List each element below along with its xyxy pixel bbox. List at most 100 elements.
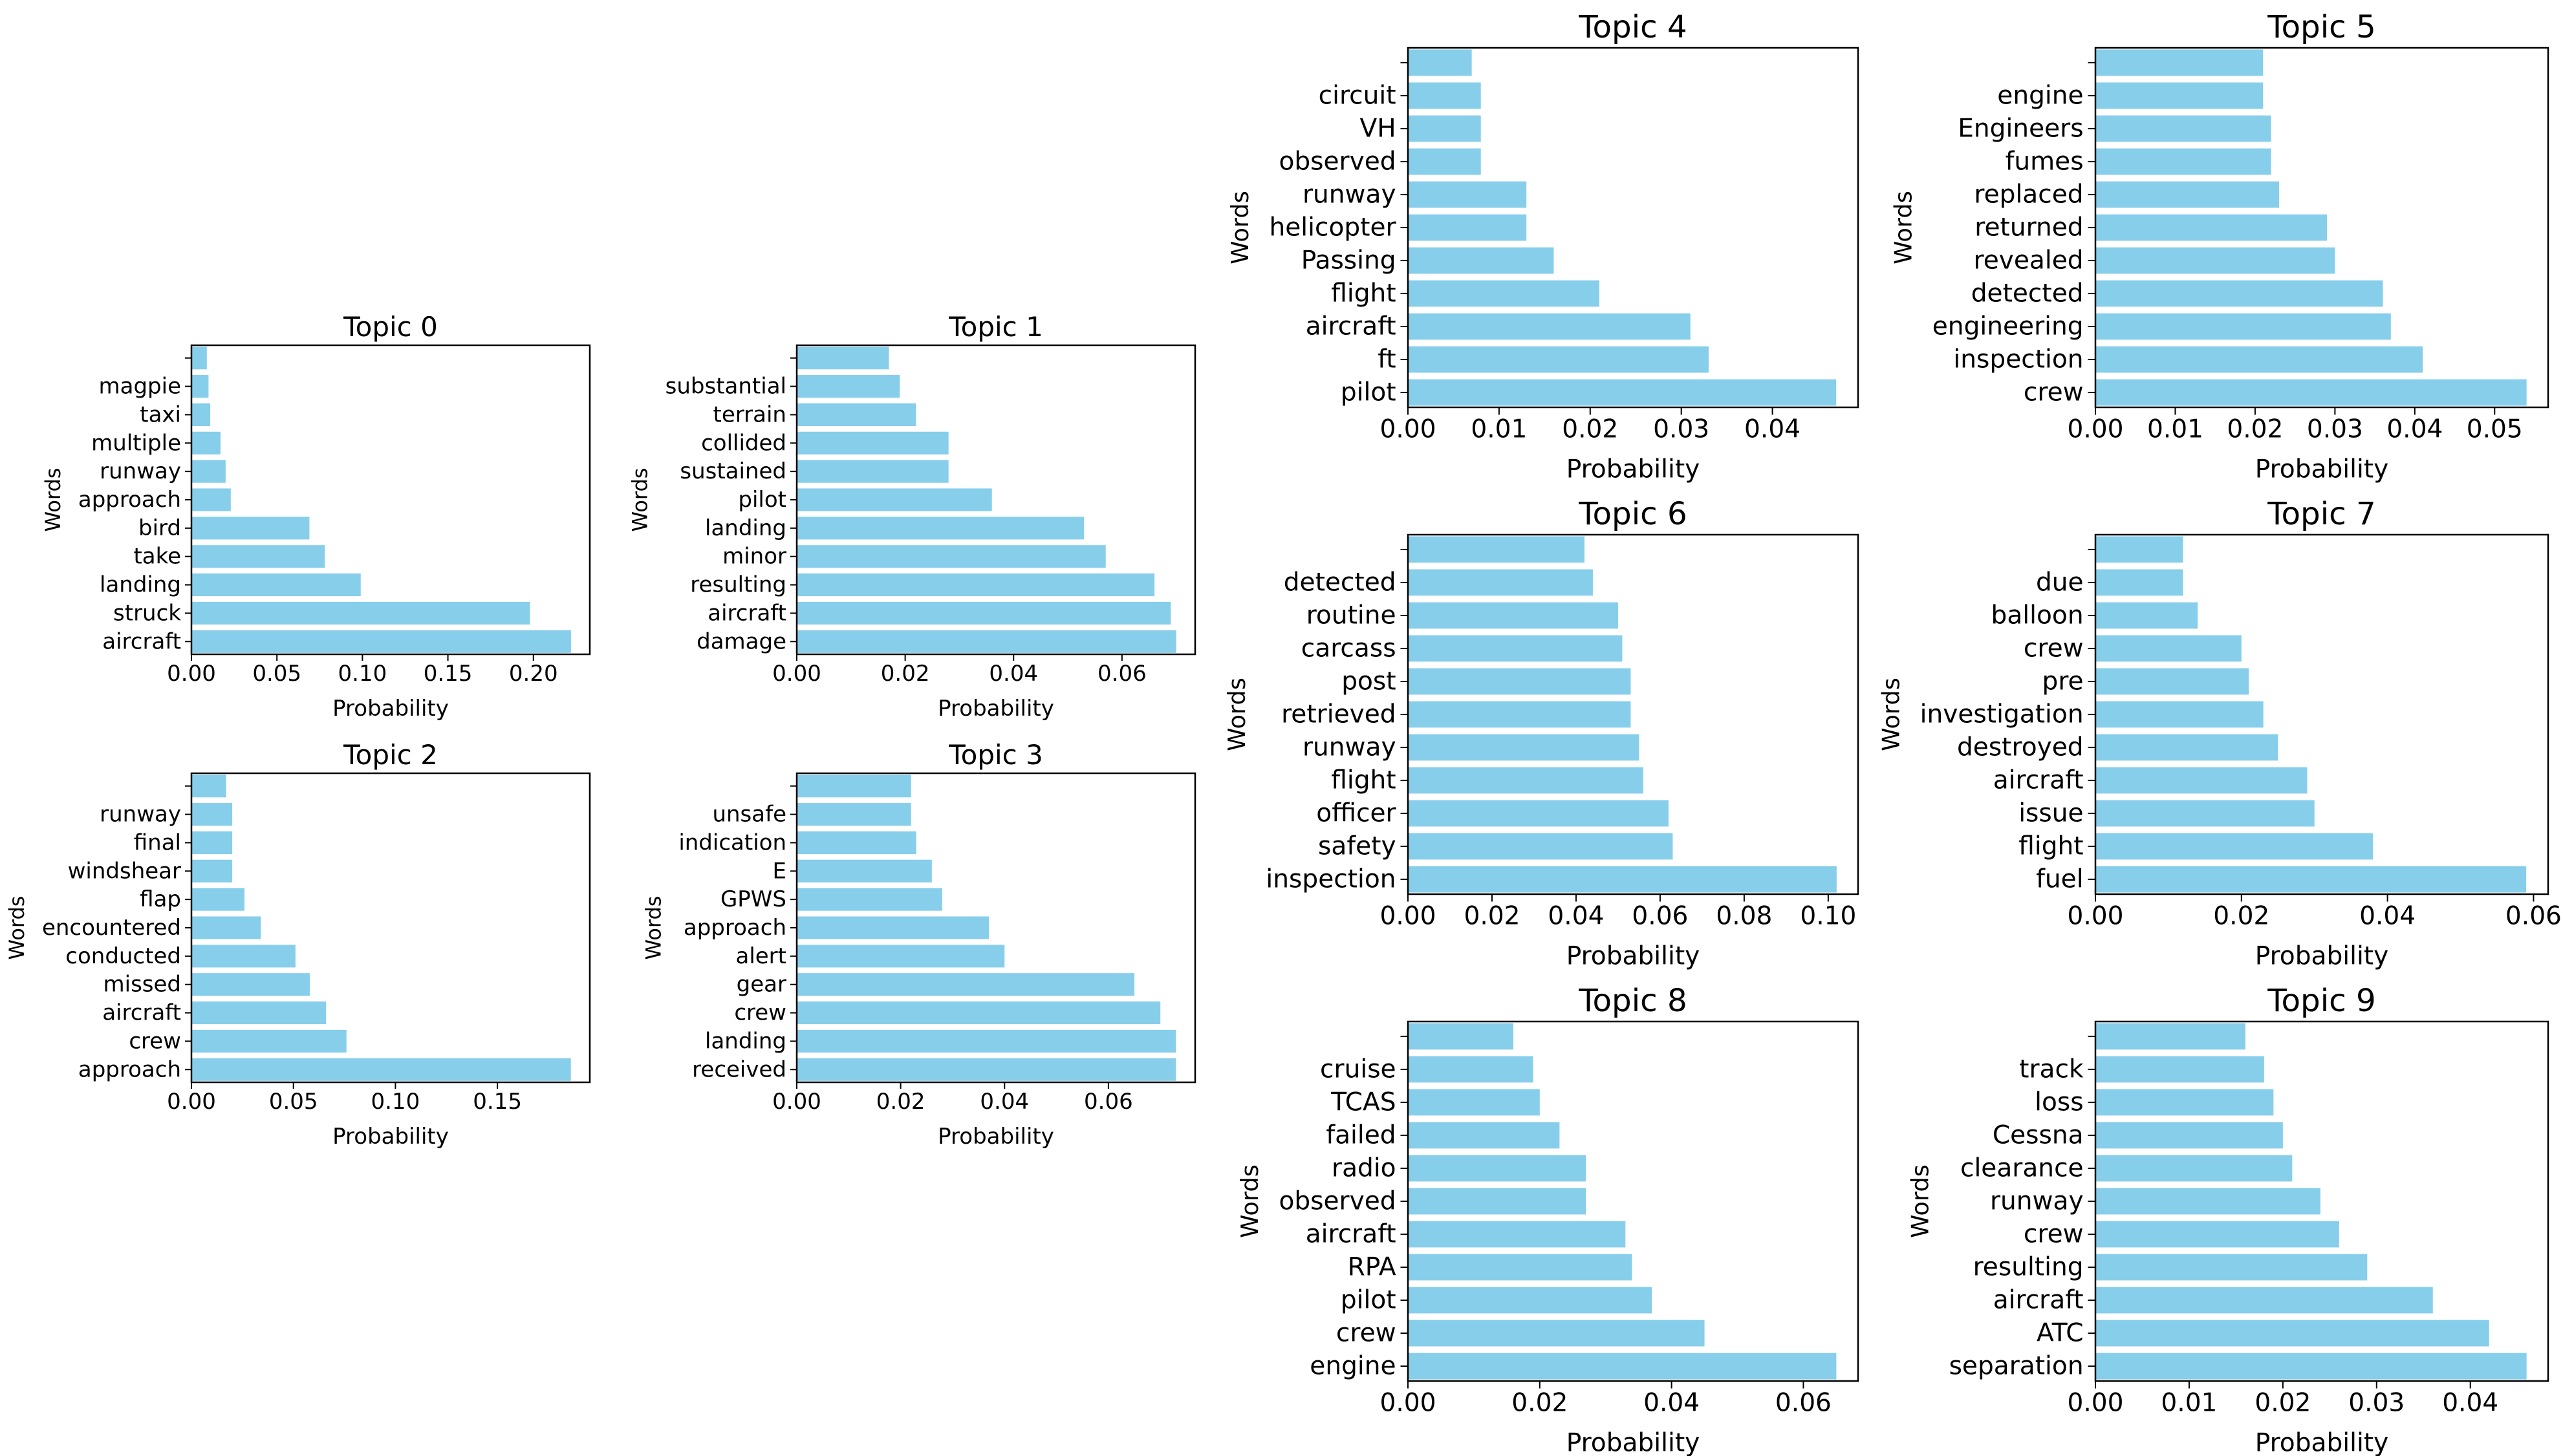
topic-7-bar-1 [2095, 833, 2374, 860]
topic-8-category-label-0: engine [1310, 1352, 1396, 1381]
topic-2-category-label-6: flap [140, 886, 181, 912]
topic-4-category-label-4: Passing [1301, 246, 1396, 275]
topic-1-bar-0 [797, 630, 1176, 653]
topic-1-xtick-label-1: 0.02 [881, 661, 930, 687]
topic-2-bar-6 [191, 888, 245, 911]
topic-0-bar-2 [191, 573, 361, 597]
topic-6-axes-frame [1407, 533, 1859, 895]
topic-6-category-label-6: post [1341, 667, 1396, 696]
topic-9-bar-5 [2095, 1188, 2320, 1215]
topic-7-axes-frame [2094, 533, 2549, 895]
topic-9-category-label-6: clearance [1960, 1153, 2084, 1183]
topic-0-xtick-label-3: 0.15 [424, 661, 473, 687]
topic-8-bar-6 [1408, 1155, 1586, 1182]
topic-9-xtick-label-3: 0.03 [2348, 1388, 2405, 1417]
topic-9-chart: separation ATC aircraft resulting crew runway… [1906, 983, 2549, 1456]
topic-9-bar-6 [2095, 1155, 2293, 1182]
topic-8-category-label-3: RPA [1348, 1253, 1396, 1282]
topic-7-bar-3 [2095, 767, 2308, 794]
topic-9-bar-4 [2095, 1221, 2339, 1248]
topic-4-axes-frame [1407, 47, 1859, 409]
topic-3-bar-2 [797, 1001, 1161, 1025]
topic-5-bar-3 [2095, 280, 2383, 307]
topic-7-xtick-label-1: 0.02 [2213, 901, 2269, 930]
topic-9-xtick-label-0: 0.00 [2067, 1388, 2123, 1417]
topic-9-bar-3 [2095, 1254, 2368, 1281]
topic-8-bar-0 [1408, 1353, 1837, 1380]
topic-4-category-label-7: observed [1279, 147, 1396, 176]
topic-5-xlabel: Probability [2255, 455, 2389, 484]
topic-7-category-label-4: destroyed [1957, 733, 2084, 762]
topic-1-category-label-3: minor [722, 544, 786, 570]
topic-7-bar-8 [2095, 602, 2198, 629]
topic-3-axes-frame [795, 772, 1196, 1084]
topic-1-bar-3 [797, 545, 1106, 568]
topic-6-title: Topic 6 [1578, 496, 1687, 532]
topic-5-title: Topic 5 [2267, 9, 2376, 45]
topic-5-bar-0 [2095, 379, 2527, 406]
topic-2-category-label-2: aircraft [102, 1000, 181, 1026]
topic-9-bar-10 [2095, 1023, 2245, 1050]
topic-7-bar-9 [2095, 569, 2183, 596]
topic-5-xtick-label-5: 0.05 [2467, 414, 2523, 444]
topic-2-bar-4 [191, 945, 296, 968]
topic-8-ylabel: Words [1236, 1164, 1264, 1238]
topic-6-xtick-label-2: 0.04 [1548, 901, 1604, 930]
topic-6-bar-1 [1408, 833, 1673, 860]
topic-8-category-label-5: observed [1279, 1187, 1396, 1216]
topic-1-ylabel: Words [628, 468, 653, 532]
topic-6-xtick-label-0: 0.00 [1379, 901, 1436, 930]
topic-1-category-label-9: substantial [665, 374, 786, 400]
topic-3-category-label-1: landing [705, 1028, 786, 1054]
topic-4-xtick-label-0: 0.00 [1379, 414, 1436, 444]
topic-2-category-label-4: conducted [65, 943, 181, 969]
topic-7-category-label-0: fuel [2036, 865, 2083, 894]
topic-0-category-label-5: approach [78, 487, 181, 513]
topic-4-bar-5 [1408, 214, 1527, 241]
topic-9-category-label-0: separation [1949, 1352, 2084, 1381]
topic-0-category-label-1: struck [113, 600, 181, 626]
topic-2-xtick-label-3: 0.15 [473, 1089, 522, 1115]
topic-0-bar-5 [191, 488, 231, 511]
topic-2-title: Topic 2 [343, 739, 438, 771]
topic-3-bar-1 [797, 1029, 1176, 1053]
topic-1-bar-1 [797, 601, 1171, 625]
topic-8-category-label-6: radio [1332, 1153, 1396, 1183]
topic-9-ylabel: Words [1906, 1164, 1934, 1238]
topic-3-ylabel: Words [641, 896, 665, 960]
topic-4-bar-0 [1408, 379, 1837, 406]
topic-6-bar-3 [1408, 767, 1643, 794]
topic-5-axes-frame [2094, 47, 2549, 409]
topic-5-bar-5 [2095, 214, 2328, 241]
topic-3-category-label-2: crew [734, 1000, 786, 1026]
topic-2-bar-2 [191, 1001, 327, 1025]
topic-9-category-label-8: loss [2035, 1087, 2084, 1117]
topic-6-bar-10 [1408, 536, 1584, 563]
topic-2-axes-frame [190, 772, 591, 1084]
topic-6-chart: inspection safety officer flight runway retri… [1223, 496, 1859, 971]
topic-4-bar-3 [1408, 280, 1599, 307]
topic-2-bar-5 [191, 916, 261, 939]
topic-1-bar-9 [797, 375, 900, 398]
topic-1-xlabel: Probability [938, 696, 1054, 722]
topic-5-category-label-2: engineering [1932, 312, 2084, 341]
topic-7-xtick-label-2: 0.04 [2359, 901, 2416, 930]
topic-4-bar-8 [1408, 115, 1481, 142]
topic-6-xtick-label-5: 0.10 [1800, 901, 1856, 930]
topic-7-category-label-1: flight [2018, 832, 2083, 861]
topic-4-category-label-1: ft [1378, 345, 1396, 374]
topic-2-xtick-label-0: 0.00 [167, 1089, 216, 1115]
topic-4-bar-4 [1408, 247, 1554, 274]
topic-4-title: Topic 4 [1578, 9, 1687, 45]
topic-8-bar-10 [1408, 1023, 1514, 1050]
topic-1-bar-2 [797, 573, 1155, 597]
topic-0-bar-1 [191, 601, 530, 625]
topic-0-bar-4 [191, 517, 310, 540]
topic-4-bar-2 [1408, 313, 1691, 340]
topic-0-category-label-8: taxi [140, 401, 181, 427]
topic-5-category-label-0: crew [2024, 378, 2084, 407]
topic-4-xtick-label-1: 0.01 [1471, 414, 1527, 444]
topic-6-bar-6 [1408, 668, 1631, 695]
topic-4-bar-6 [1408, 181, 1527, 208]
topic-4-xlabel: Probability [1566, 455, 1700, 484]
